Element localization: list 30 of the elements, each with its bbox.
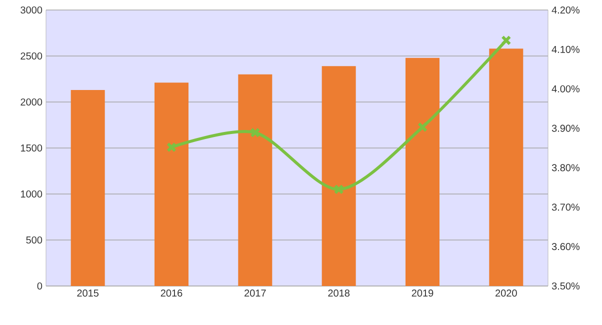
x-tick-label: 2020 bbox=[496, 290, 517, 297]
point bbox=[250, 128, 260, 138]
y-tick-label: 2500 bbox=[20, 52, 42, 60]
y2-tick-label: 3.60% bbox=[552, 243, 580, 250]
y-tick-label: 2000 bbox=[20, 98, 42, 106]
y-tick-label: 1000 bbox=[20, 190, 42, 198]
y2-tick-label: 3.80% bbox=[552, 164, 580, 172]
bar bbox=[322, 66, 356, 286]
bar bbox=[489, 48, 524, 286]
y2-tick-label: 4.10% bbox=[552, 46, 580, 53]
x-tick-label: 2017 bbox=[244, 290, 266, 297]
y-tick-label: 1500 bbox=[20, 144, 42, 152]
bar bbox=[406, 58, 440, 286]
bar bbox=[70, 90, 105, 286]
x-tick-label: 2015 bbox=[77, 290, 99, 297]
y-tick-label: 500 bbox=[26, 236, 42, 244]
bar bbox=[154, 82, 188, 286]
point bbox=[334, 184, 344, 194]
x-tick-label: 2016 bbox=[160, 290, 182, 297]
bar bbox=[238, 74, 272, 286]
point bbox=[417, 122, 428, 132]
x-tick-label: 2018 bbox=[328, 290, 350, 297]
y2-tick-label: 3.70% bbox=[552, 204, 580, 211]
y2-tick-label: 4.20% bbox=[552, 6, 580, 14]
y-tick-label: 3000 bbox=[20, 6, 42, 14]
y2-tick-label: 3.90% bbox=[552, 124, 580, 132]
y2-tick-label: 4.00% bbox=[552, 85, 580, 92]
y2-tick-label: 3.50% bbox=[552, 282, 580, 290]
x-tick-label: 2019 bbox=[412, 290, 434, 297]
y-tick-label: 0 bbox=[37, 282, 42, 290]
